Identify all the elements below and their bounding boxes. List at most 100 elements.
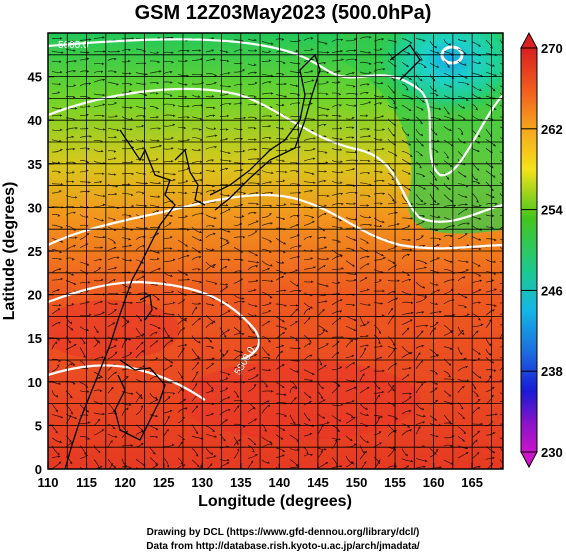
streamline-arrowhead xyxy=(351,354,354,358)
streamline-arrowhead xyxy=(323,265,326,268)
streamline-arrowhead xyxy=(450,199,453,203)
streamline-arrowhead xyxy=(477,399,481,402)
streamline-arrowhead xyxy=(172,301,176,304)
streamline-arrowhead xyxy=(223,335,227,338)
streamline-arrowhead xyxy=(236,395,239,398)
streamline-segment xyxy=(262,468,263,469)
streamline-arrowhead xyxy=(102,36,105,39)
streamline-arrowhead xyxy=(180,441,183,444)
y-tick-label: 30 xyxy=(28,200,42,215)
streamline-arrowhead xyxy=(270,92,274,95)
streamline-arrowhead xyxy=(140,216,143,219)
streamline-arrowhead xyxy=(200,57,203,61)
streamline-segment xyxy=(499,466,503,469)
streamline-arrowhead xyxy=(309,236,312,239)
streamline-arrowhead xyxy=(264,429,267,432)
streamline-arrowhead xyxy=(100,246,103,249)
streamline-arrowhead xyxy=(167,396,171,399)
y-tick-label: 20 xyxy=(28,288,42,303)
streamline-arrowhead xyxy=(173,178,176,182)
streamline-arrowhead xyxy=(448,187,451,190)
streamline-arrowhead xyxy=(507,374,510,376)
streamline-arrowhead xyxy=(368,51,371,54)
streamline-arrowhead xyxy=(228,85,231,88)
streamline-arrowhead xyxy=(435,449,439,452)
streamline-arrowhead xyxy=(408,108,412,111)
streamline-arrowhead xyxy=(322,228,325,232)
streamline-arrowhead xyxy=(310,453,313,457)
colorbar-tick-label: 246 xyxy=(541,283,563,298)
streamline-arrowhead xyxy=(353,85,356,88)
streamline-arrowhead xyxy=(382,147,385,151)
streamline-arrowhead xyxy=(284,95,287,98)
streamline-arrowhead xyxy=(465,208,468,211)
streamline-arrowhead xyxy=(252,407,256,410)
streamline-arrowhead xyxy=(465,203,468,206)
streamline-arrowhead xyxy=(270,279,274,283)
streamline-arrowhead xyxy=(145,182,148,185)
streamline-arrowhead xyxy=(72,171,75,174)
japan-coastline xyxy=(209,53,321,211)
streamline-arrowhead xyxy=(86,70,89,73)
streamline-arrowhead xyxy=(195,454,199,457)
streamline-arrowhead xyxy=(320,450,323,453)
streamline-arrowhead xyxy=(86,263,90,266)
streamline-arrowhead xyxy=(243,192,246,195)
streamline-arrowhead xyxy=(130,117,133,120)
streamline-arrowhead xyxy=(89,135,92,138)
streamline-arrowhead xyxy=(506,470,509,472)
streamline-arrowhead xyxy=(283,250,286,254)
streamline-arrowhead xyxy=(196,362,199,365)
streamline-arrowhead xyxy=(436,354,439,357)
streamline-arrowhead xyxy=(321,386,324,389)
streamline-arrowhead xyxy=(253,384,257,387)
streamline-arrowhead xyxy=(113,279,116,282)
streamline-segment xyxy=(499,137,503,140)
streamline-arrowhead xyxy=(478,289,482,292)
streamline-arrowhead xyxy=(142,270,145,273)
streamline-arrowhead xyxy=(186,254,190,258)
streamline-arrowhead xyxy=(198,357,201,360)
streamline-arrowhead xyxy=(58,321,61,325)
streamline-arrowhead xyxy=(423,187,426,190)
streamline-arrowhead xyxy=(377,394,380,398)
streamline-arrowhead xyxy=(144,93,147,97)
streamline-arrowhead xyxy=(225,283,229,286)
streamline-segment xyxy=(499,346,503,348)
streamline-arrowhead xyxy=(409,396,412,399)
streamline-arrowhead xyxy=(299,245,302,248)
streamline-arrowhead xyxy=(464,469,466,472)
streamline-segment xyxy=(499,126,503,129)
streamline-arrowhead xyxy=(362,451,365,454)
streamline-segment xyxy=(499,85,503,88)
streamline-arrowhead xyxy=(477,264,481,267)
streamline-arrowhead xyxy=(508,212,510,215)
streamline-arrowhead xyxy=(379,224,383,228)
streamline-arrowhead xyxy=(71,135,74,139)
streamline-arrowhead xyxy=(55,394,58,398)
streamline-arrowhead xyxy=(101,62,105,66)
streamline-arrowhead xyxy=(73,211,76,214)
streamline-arrowhead xyxy=(366,440,369,443)
streamline-arrowhead xyxy=(326,284,329,288)
streamline-arrowhead xyxy=(508,272,510,275)
streamline-arrowhead xyxy=(254,103,257,106)
streamline-arrowhead xyxy=(126,321,129,324)
streamline-arrowhead xyxy=(57,338,61,341)
streamline-segment xyxy=(499,400,503,402)
streamline-arrowhead xyxy=(338,438,341,441)
streamline-arrowhead xyxy=(60,240,64,243)
streamline-arrowhead xyxy=(491,188,494,191)
streamline-arrowhead xyxy=(199,117,203,121)
streamline-arrowhead xyxy=(354,272,357,276)
streamline-arrowhead xyxy=(185,59,188,63)
streamline-arrowhead xyxy=(292,386,295,389)
streamline-arrowhead xyxy=(368,194,371,198)
streamline-arrowhead xyxy=(131,172,134,176)
streamline-arrowhead xyxy=(226,242,230,245)
colorbar-tick-label: 238 xyxy=(541,364,563,379)
streamline-arrowhead xyxy=(424,297,427,300)
streamline-segment xyxy=(499,271,503,273)
streamline-arrowhead xyxy=(155,357,159,360)
streamline-arrowhead xyxy=(142,191,145,195)
